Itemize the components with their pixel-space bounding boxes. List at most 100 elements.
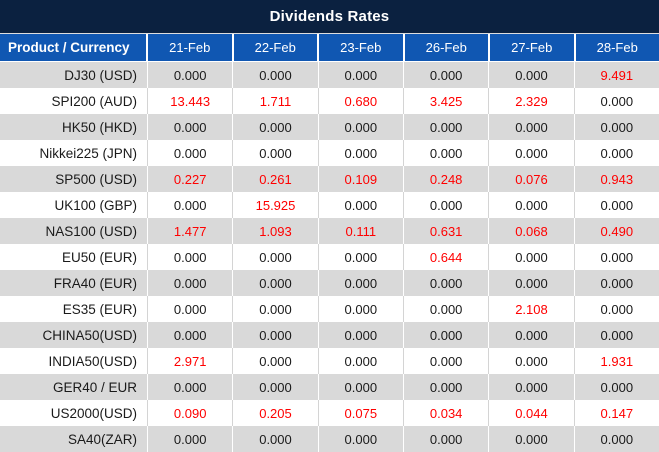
product-cell: SPI200 (AUD): [0, 88, 148, 114]
value-cell: 0.205: [233, 400, 319, 426]
product-cell: US2000(USD): [0, 400, 148, 426]
value-cell: 13.443: [148, 88, 234, 114]
column-header-date: 21-Feb: [148, 34, 234, 61]
value-cell: 0.000: [148, 322, 234, 348]
value-cell: 0.000: [600, 379, 634, 395]
value-cell: 0.000: [148, 192, 234, 218]
value-cell: 0.000: [233, 140, 319, 166]
value-cell: 0.000: [600, 249, 634, 265]
value-cell: 1.711: [233, 88, 319, 114]
column-header-date: 26-Feb: [405, 34, 490, 61]
value-cell: 0.000: [489, 244, 575, 270]
value-cell: 0.000: [600, 275, 634, 291]
table-title: Dividends Rates: [0, 0, 659, 33]
column-header-product-currency: Product / Currency: [0, 34, 148, 61]
product-cell: HK50 (HKD): [0, 114, 148, 140]
value-cell: 0.000: [489, 426, 575, 452]
value-cell: 0.248: [404, 166, 490, 192]
value-cell: 0.000: [600, 301, 634, 317]
value-cell: 0.000: [233, 348, 319, 374]
product-cell: CHINA50(USD): [0, 322, 148, 348]
table-row: UK100 (GBP) 0.000 15.925 0.000 0.000 0.000 0.0…: [0, 192, 659, 218]
value-cell: 0.111: [319, 218, 404, 244]
value-cell: 0.000: [404, 426, 490, 452]
column-header-date: 23-Feb: [319, 34, 405, 61]
value-cell: 2.329: [489, 88, 575, 114]
value-cell: 0.000: [404, 296, 490, 322]
value-cell: 0.075: [319, 400, 404, 426]
table-row: GER40 / EUR 0.000 0.000 0.000 0.000 0.000 0.00…: [0, 374, 659, 400]
product-cell: Nikkei225 (JPN): [0, 140, 148, 166]
value-cell: 0.000: [319, 140, 404, 166]
table-row: CHINA50(USD) 0.000 0.000 0.000 0.000 0.000 0.0…: [0, 322, 659, 348]
value-cell: 0.000: [319, 348, 404, 374]
table-row: ES35 (EUR) 0.000 0.000 0.000 0.000 2.108 0.000: [0, 296, 659, 322]
value-cell: 0.068: [489, 218, 575, 244]
value-cell: 2.971: [148, 348, 234, 374]
table-row: EU50 (EUR) 0.000 0.000 0.000 0.644 0.000 0.000: [0, 244, 659, 270]
table-row: DJ30 (USD) 0.000 0.000 0.000 0.000 0.000 9.491: [0, 62, 659, 88]
value-cell: 0.000: [600, 93, 634, 109]
product-cell: UK100 (GBP): [0, 192, 148, 218]
value-cell: 0.000: [404, 140, 490, 166]
value-cell: 0.000: [233, 270, 319, 296]
value-cell: 0.000: [600, 197, 634, 213]
value-cell: 0.000: [319, 374, 404, 400]
value-cell: 0.000: [600, 119, 634, 135]
product-cell: ES35 (EUR): [0, 296, 148, 322]
value-cell: 2.108: [489, 296, 575, 322]
value-cell: 0.000: [489, 374, 575, 400]
table-body: DJ30 (USD) 0.000 0.000 0.000 0.000 0.000 9.491…: [0, 62, 659, 452]
value-cell: 0.000: [489, 348, 575, 374]
table-row: INDIA50(USD) 2.971 0.000 0.000 0.000 0.000 1.9…: [0, 348, 659, 374]
value-cell: 0.000: [319, 296, 404, 322]
value-cell: 0.490: [600, 223, 634, 239]
table-row: US2000(USD) 0.090 0.205 0.075 0.034 0.044 0.14…: [0, 400, 659, 426]
value-cell: 0.000: [404, 270, 490, 296]
product-cell: EU50 (EUR): [0, 244, 148, 270]
value-cell: 0.000: [319, 244, 404, 270]
table-row: NAS100 (USD) 1.477 1.093 0.111 0.631 0.068 0.4…: [0, 218, 659, 244]
value-cell: 0.000: [319, 426, 404, 452]
value-cell: 0.000: [319, 270, 404, 296]
value-cell: 0.000: [319, 62, 404, 88]
value-cell: 0.034: [404, 400, 490, 426]
value-cell: 3.425: [404, 88, 490, 114]
value-cell: 0.076: [489, 166, 575, 192]
table-title-text: Dividends Rates: [269, 8, 390, 25]
value-cell: 0.000: [233, 244, 319, 270]
value-cell: 0.000: [404, 322, 490, 348]
value-cell: 0.000: [148, 244, 234, 270]
value-cell: 0.000: [489, 270, 575, 296]
value-cell: 0.000: [404, 348, 490, 374]
value-cell: 0.147: [600, 405, 634, 421]
value-cell: 0.000: [489, 192, 575, 218]
value-cell: 0.109: [319, 166, 404, 192]
value-cell: 1.093: [233, 218, 319, 244]
value-cell: 0.000: [148, 374, 234, 400]
product-cell: GER40 / EUR: [0, 374, 148, 400]
value-cell: 1.931: [600, 353, 634, 369]
table-row: FRA40 (EUR) 0.000 0.000 0.000 0.000 0.000 0.00…: [0, 270, 659, 296]
value-cell: 0.227: [148, 166, 234, 192]
value-cell: 0.000: [319, 192, 404, 218]
table-row: Nikkei225 (JPN) 0.000 0.000 0.000 0.000 0.000…: [0, 140, 659, 166]
value-cell: 0.090: [148, 400, 234, 426]
value-cell: 0.000: [148, 140, 234, 166]
value-cell: 0.000: [148, 270, 234, 296]
table-row: SP500 (USD) 0.227 0.261 0.109 0.248 0.076 0.94…: [0, 166, 659, 192]
value-cell: 0.000: [233, 114, 319, 140]
column-header-date: 22-Feb: [234, 34, 319, 61]
table-row: HK50 (HKD) 0.000 0.000 0.000 0.000 0.000 0.000: [0, 114, 659, 140]
value-cell: 0.000: [404, 62, 490, 88]
product-cell: INDIA50(USD): [0, 348, 148, 374]
value-cell: 0.000: [233, 322, 319, 348]
value-cell: 0.644: [404, 244, 490, 270]
value-cell: 0.000: [148, 114, 234, 140]
value-cell: 0.000: [404, 192, 490, 218]
value-cell: 0.631: [404, 218, 490, 244]
table-row: SPI200 (AUD) 13.443 1.711 0.680 3.425 2.329 0.…: [0, 88, 659, 114]
value-cell: 0.000: [600, 327, 634, 343]
product-cell: SP500 (USD): [0, 166, 148, 192]
